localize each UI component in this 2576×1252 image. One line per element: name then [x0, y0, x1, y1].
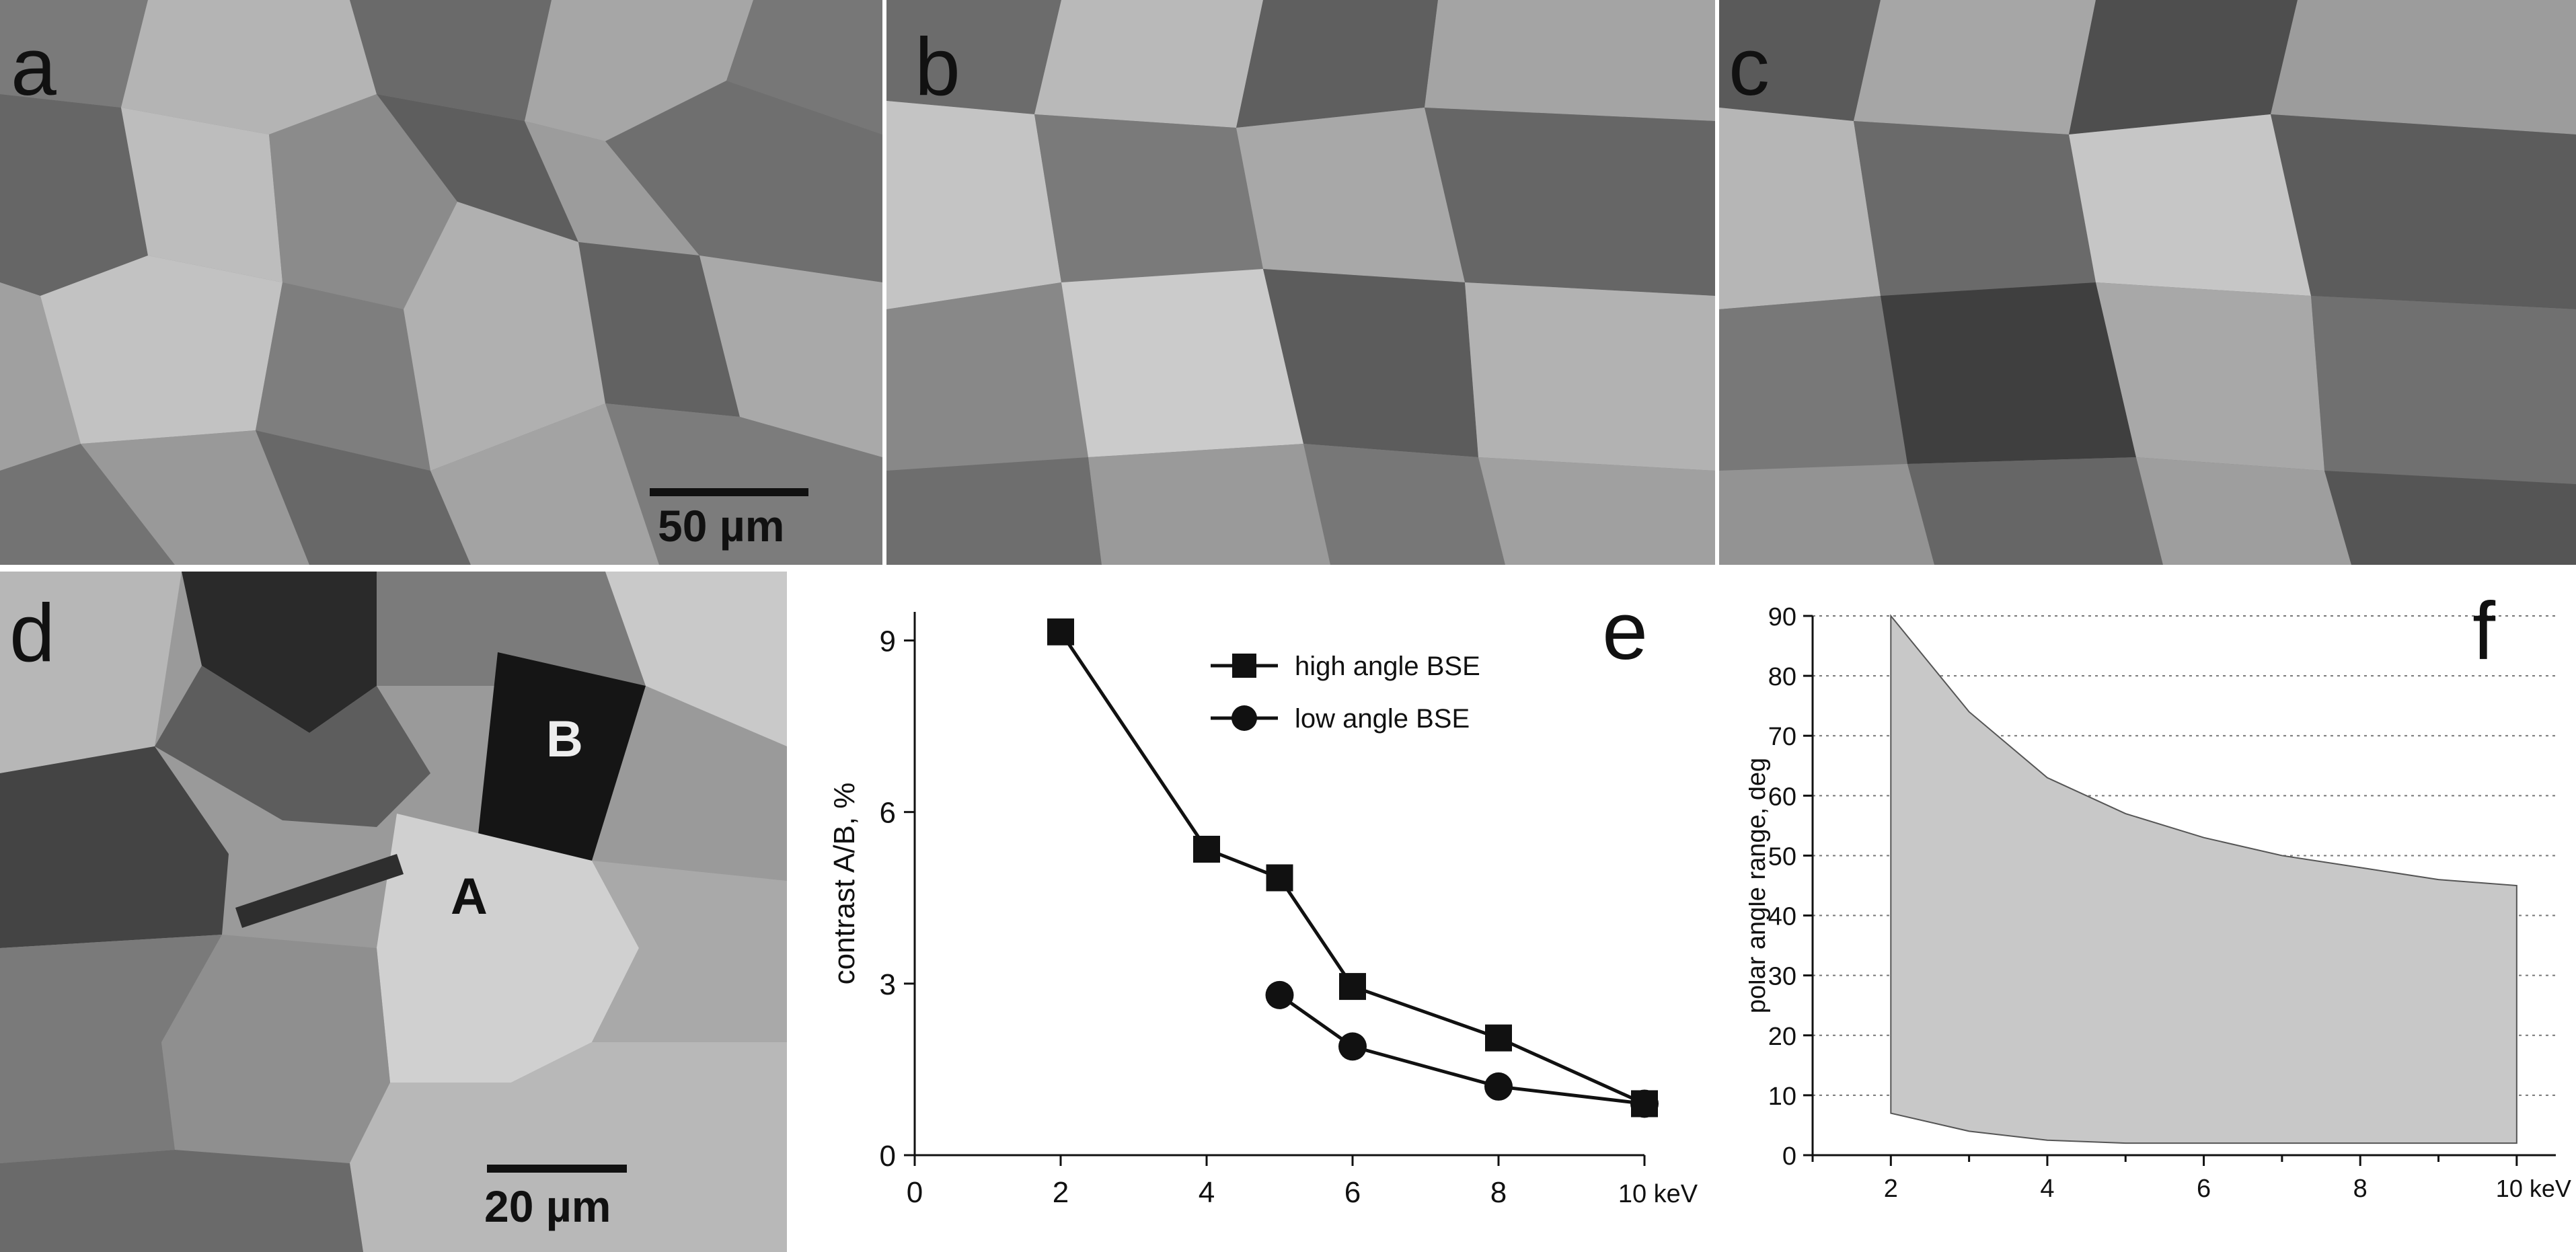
grain-texture-a — [0, 0, 882, 565]
grain-texture-c — [1719, 0, 2576, 565]
x-unit-label-f: 10 keV — [2496, 1175, 2571, 1202]
y-tick-label-e: 0 — [880, 1140, 896, 1173]
x-tick-label-f: 4 — [2040, 1175, 2054, 1203]
panel-letter-a: a — [11, 21, 56, 112]
series-line-low-angle — [1279, 993, 1645, 1105]
data-point-high-angle — [1266, 864, 1293, 892]
legend-label-high-angle: high angle BSE — [1295, 652, 1480, 681]
y-tick-label-f: 60 — [1768, 783, 1796, 811]
chart-e: 0 2 4 6 8 10 keV 0 3 6 9 contrast A/B, % high angle… — [828, 585, 1698, 1209]
y-tick-label-e: 3 — [880, 968, 896, 1001]
x-tick-label-f: 2 — [1884, 1175, 1898, 1203]
scale-label-d: 20 µm — [484, 1181, 611, 1231]
micrograph-b: b — [886, 0, 1715, 565]
panel-letter-b: b — [915, 21, 960, 112]
micrograph-c: c — [1719, 0, 2576, 565]
y-tick-label-f: 10 — [1768, 1083, 1796, 1111]
y-tick-label-f: 80 — [1768, 663, 1796, 691]
data-point-high-angle — [1339, 973, 1366, 1001]
scale-bar-a — [650, 488, 808, 496]
grain-texture-b — [886, 0, 1715, 565]
y-tick-label-f: 0 — [1782, 1142, 1796, 1171]
scale-label-a: 50 µm — [658, 501, 785, 551]
y-axis-title-e: contrast A/B, % — [828, 783, 861, 985]
y-tick-label-f: 50 — [1768, 843, 1796, 871]
x-tick-label-e: 2 — [1053, 1176, 1069, 1209]
x-tick-label-e: 4 — [1199, 1176, 1215, 1209]
panel-letter-e: e — [1602, 585, 1648, 676]
y-tick-label-e: 9 — [880, 625, 896, 658]
legend-marker-high-angle — [1232, 654, 1256, 678]
grain-texture-d — [0, 572, 787, 1252]
data-point-low-angle — [1630, 1089, 1659, 1118]
y-tick-label-f: 40 — [1768, 903, 1796, 931]
y-axis-title-f: polar angle range, deg — [1749, 758, 1771, 1013]
x-tick-label-f: 8 — [2353, 1175, 2367, 1203]
x-tick-label-e: 0 — [907, 1176, 923, 1209]
data-point-high-angle — [1047, 618, 1074, 645]
x-unit-label-e: 10 keV — [1618, 1180, 1698, 1208]
grain-label-b: B — [546, 711, 583, 768]
x-tick-label-f: 6 — [2197, 1175, 2211, 1203]
scale-bar-d — [487, 1165, 627, 1173]
panel-letter-c: c — [1729, 21, 1770, 112]
micrograph-a: a 50 µm — [0, 0, 882, 565]
legend-marker-low-angle — [1232, 705, 1257, 731]
data-point-high-angle — [1193, 835, 1220, 863]
micrograph-d: d B A 20 µm — [0, 572, 787, 1252]
x-tick-label-e: 8 — [1490, 1176, 1507, 1209]
x-tick-label-e: 6 — [1344, 1176, 1361, 1209]
data-point-low-angle — [1265, 980, 1294, 1009]
panel-letter-d: d — [9, 587, 55, 678]
angle-range-area — [1890, 614, 2517, 1144]
grain-label-a: A — [451, 868, 488, 925]
data-point-high-angle — [1485, 1024, 1512, 1052]
y-tick-label-f: 30 — [1768, 963, 1796, 991]
y-tick-label-e: 6 — [880, 797, 896, 830]
chart-f: 2 4 6 8 10 keV 0 10 20 30 40 50 60 70 80 90 polar angle… — [1749, 585, 2571, 1203]
series-line-high-angle — [1059, 631, 1646, 1105]
y-tick-label-f: 70 — [1768, 723, 1796, 751]
y-tick-label-f: 90 — [1768, 603, 1796, 631]
data-point-low-angle — [1484, 1072, 1513, 1101]
y-tick-label-f: 20 — [1768, 1023, 1796, 1051]
legend-label-low-angle: low angle BSE — [1295, 704, 1470, 734]
data-point-low-angle — [1338, 1032, 1367, 1061]
panel-letter-f: f — [2472, 585, 2496, 676]
